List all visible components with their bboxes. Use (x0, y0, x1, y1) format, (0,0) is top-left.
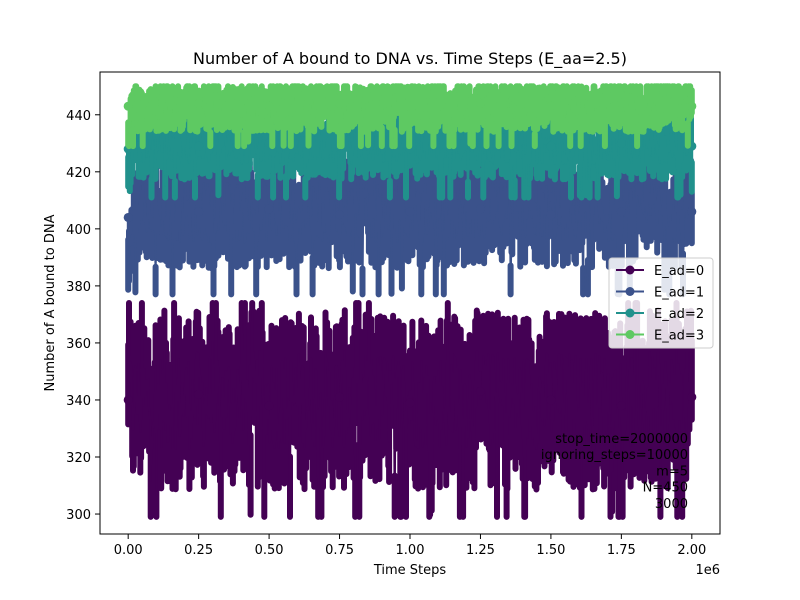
legend-label: E_ad=1 (654, 286, 704, 301)
chart-title: Number of A bound to DNA vs. Time Steps … (193, 49, 627, 69)
legend-marker (625, 330, 635, 339)
data-point (123, 395, 133, 405)
y-tick-label: 400 (66, 223, 91, 238)
data-point (616, 98, 626, 108)
y-tick-label: 320 (66, 451, 91, 466)
y-tick-label: 340 (66, 394, 91, 409)
y-tick-label: 440 (66, 109, 91, 124)
annotation-line: ignoring_steps=10000 (541, 448, 688, 463)
data-point (123, 212, 133, 222)
series-E_ad=3 (123, 83, 697, 150)
data-point (335, 210, 345, 220)
x-tick-label: 1.50 (536, 543, 565, 558)
annotation-line: N=450 (643, 481, 688, 496)
data-point (616, 138, 626, 148)
data-point (405, 398, 415, 408)
x-tick-label: 2.00 (677, 543, 706, 558)
legend-label: E_ad=0 (654, 264, 704, 279)
y-tick-label: 420 (66, 166, 91, 181)
legend-label: E_ad=3 (654, 329, 704, 344)
x-tick-label: 1.75 (607, 543, 636, 558)
data-point (687, 392, 697, 402)
data-point (546, 395, 556, 405)
legend-item: E_ad=1 (616, 286, 704, 301)
x-tick-label: 1.00 (396, 543, 425, 558)
data-point (616, 401, 626, 411)
data-point (546, 210, 556, 220)
data-point (335, 392, 345, 402)
data-point (264, 101, 274, 111)
x-tick-label: 0.50 (255, 543, 284, 558)
x-offset-text: 1e6 (695, 563, 720, 578)
data-point (475, 98, 485, 108)
x-axis: 0.00 0.25 0.50 0.75 1.00 1.25 1.50 1.75 2.00 (114, 534, 706, 558)
legend-label: E_ad=2 (654, 307, 704, 322)
data-point (405, 207, 415, 217)
annotation-line: 3000 (655, 497, 688, 512)
x-tick-label: 0.75 (325, 543, 354, 558)
y-tick-label: 380 (66, 280, 91, 295)
legend-marker (625, 308, 635, 318)
data-point (405, 101, 415, 111)
data-point (616, 207, 626, 217)
legend-marker (625, 265, 635, 275)
annotation-line: stop_time=2000000 (555, 432, 688, 447)
annotation-line: m=5 (656, 464, 688, 479)
y-axis-title: Number of A bound to DNA (43, 214, 58, 391)
series-line (127, 304, 693, 516)
data-point (264, 401, 274, 411)
legend-frame (608, 257, 714, 349)
data-point (123, 101, 133, 111)
data-point (194, 389, 204, 399)
y-tick-label: 360 (66, 337, 91, 352)
x-tick-label: 0.25 (184, 543, 213, 558)
x-tick-label: 0.00 (114, 543, 143, 558)
legend-marker (625, 287, 635, 296)
annotation-box: stop_time=2000000ignoring_steps=10000m=5… (541, 432, 688, 512)
data-point (194, 98, 204, 108)
data-point (194, 207, 204, 217)
data-point (687, 101, 697, 111)
legend: E_ad=0 E_ad=1 E_ad=2 E_ad=3 (608, 257, 714, 349)
x-tick-label: 1.25 (466, 543, 495, 558)
data-point (475, 386, 485, 396)
data-point (546, 101, 556, 111)
legend-item: E_ad=0 (616, 264, 704, 279)
x-axis-title: Time Steps (373, 563, 447, 578)
y-tick-label: 300 (66, 508, 91, 523)
data-point (475, 204, 485, 214)
y-axis: 300 320 340 360 380 400 420 440 (66, 109, 100, 523)
legend-item: E_ad=3 (616, 329, 704, 344)
data-point (475, 138, 485, 148)
data-point (687, 207, 697, 217)
series-line (127, 86, 693, 147)
data-point (264, 204, 274, 214)
data-point (546, 141, 556, 151)
series-E_ad=0 (123, 300, 697, 520)
data-point (194, 141, 204, 151)
data-point (335, 98, 345, 108)
legend-item: E_ad=2 (616, 307, 704, 322)
